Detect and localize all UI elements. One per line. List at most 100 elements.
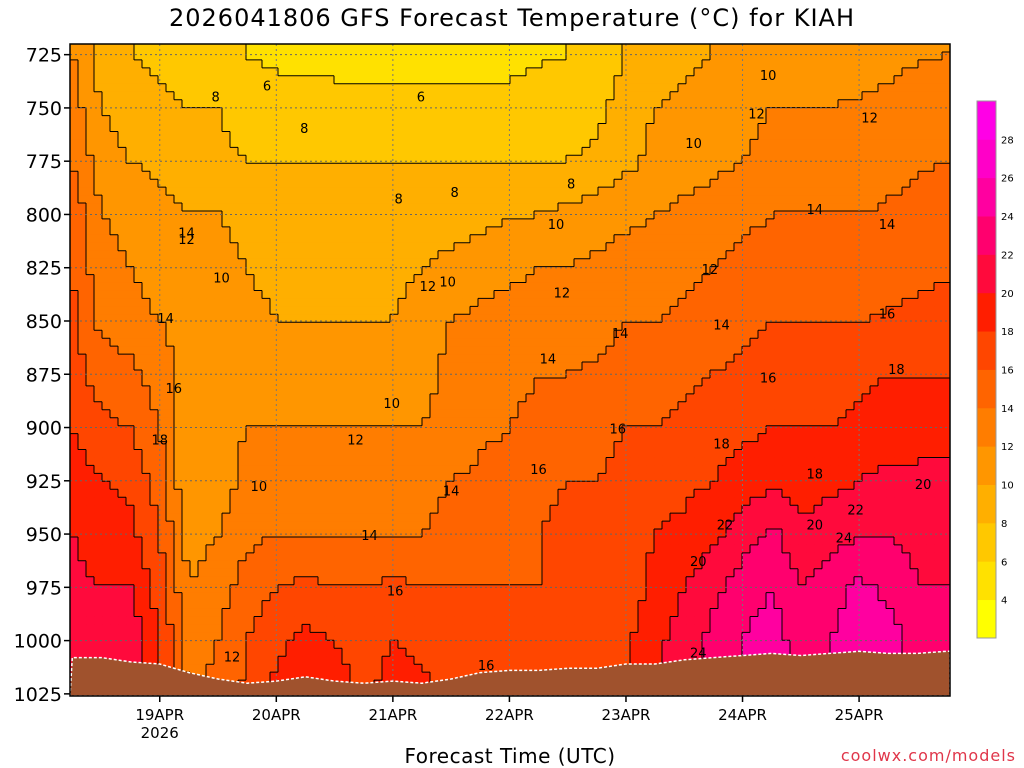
heatmap-cell	[446, 242, 455, 252]
heatmap-cell	[726, 67, 735, 77]
heatmap-cell	[326, 274, 335, 284]
heatmap-cell	[110, 155, 119, 164]
heatmap-cell	[494, 242, 503, 252]
heatmap-cell	[214, 322, 223, 331]
heatmap-cell	[582, 282, 591, 292]
heatmap-cell	[678, 282, 687, 292]
heatmap-cell	[838, 210, 847, 220]
heatmap-cell	[118, 75, 127, 85]
heatmap-cell	[406, 195, 415, 204]
heatmap-cell	[118, 123, 127, 133]
heatmap-cell	[438, 250, 447, 260]
heatmap-cell	[838, 107, 847, 117]
heatmap-cell	[206, 59, 215, 69]
heatmap-cell	[134, 179, 143, 188]
heatmap-cell	[254, 83, 263, 93]
heatmap-cell	[550, 234, 559, 244]
heatmap-cell	[342, 346, 351, 355]
heatmap-cell	[670, 234, 679, 244]
heatmap-cell	[630, 258, 639, 268]
heatmap-cell	[190, 362, 199, 371]
heatmap-cell	[446, 44, 455, 53]
heatmap-cell	[446, 187, 455, 196]
heatmap-cell	[358, 83, 367, 93]
heatmap-cell	[566, 393, 575, 403]
heatmap-cell	[230, 75, 239, 85]
heatmap-cell	[702, 44, 711, 53]
heatmap-cell	[270, 195, 279, 204]
heatmap-cell	[726, 242, 735, 252]
heatmap-cell	[878, 242, 887, 252]
heatmap-cell	[702, 147, 711, 156]
heatmap-cell	[806, 338, 815, 347]
heatmap-cell	[630, 139, 639, 148]
heatmap-cell	[782, 362, 791, 371]
heatmap-cell	[646, 250, 655, 260]
heatmap-cell	[542, 99, 551, 109]
heatmap-cell	[382, 274, 391, 284]
heatmap-cell	[262, 322, 271, 331]
heatmap-cell	[510, 195, 519, 204]
heatmap-cell	[614, 354, 623, 363]
heatmap-cell	[86, 163, 95, 172]
heatmap-cell	[374, 51, 383, 61]
heatmap-cell	[518, 282, 527, 292]
heatmap-cell	[318, 298, 327, 307]
heatmap-cell	[206, 67, 215, 77]
heatmap-cell	[310, 298, 319, 307]
heatmap-cell	[158, 203, 167, 212]
heatmap-cell	[454, 393, 463, 403]
heatmap-cell	[502, 242, 511, 252]
heatmap-cell	[342, 147, 351, 156]
heatmap-cell	[726, 266, 735, 276]
heatmap-cell	[166, 346, 175, 355]
heatmap-cell	[174, 346, 183, 355]
heatmap-cell	[678, 338, 687, 347]
heatmap-cell	[302, 139, 311, 148]
heatmap-cell	[518, 83, 527, 93]
heatmap-cell	[774, 67, 783, 77]
heatmap-cell	[182, 179, 191, 188]
heatmap-cell	[550, 274, 559, 284]
heatmap-cell	[934, 290, 943, 300]
heatmap-cell	[622, 218, 631, 228]
heatmap-cell	[590, 107, 599, 117]
heatmap-cell	[582, 171, 591, 180]
heatmap-cell	[438, 131, 447, 141]
heatmap-cell	[702, 298, 711, 307]
heatmap-cell	[382, 187, 391, 196]
heatmap-cell	[702, 282, 711, 292]
heatmap-cell	[686, 314, 695, 323]
heatmap-cell	[886, 322, 895, 331]
heatmap-cell	[398, 258, 407, 268]
heatmap-cell	[374, 393, 383, 403]
heatmap-cell	[646, 67, 655, 77]
heatmap-cell	[134, 195, 143, 204]
heatmap-cell	[678, 187, 687, 196]
heatmap-cell	[334, 155, 343, 164]
heatmap-cell	[238, 258, 247, 268]
heatmap-cell	[94, 298, 103, 307]
heatmap-cell	[822, 51, 831, 61]
heatmap-cell	[278, 385, 287, 395]
heatmap-cell	[758, 250, 767, 260]
heatmap-cell	[590, 91, 599, 101]
heatmap-cell	[702, 131, 711, 141]
heatmap-cell	[918, 187, 927, 196]
heatmap-cell	[430, 218, 439, 228]
heatmap-cell	[246, 242, 255, 252]
heatmap-cell	[350, 83, 359, 93]
heatmap-cell	[518, 250, 527, 260]
heatmap-cell	[166, 99, 175, 109]
heatmap-cell	[510, 139, 519, 148]
heatmap-cell	[782, 147, 791, 156]
heatmap-cell	[574, 115, 583, 125]
heatmap-cell	[446, 266, 455, 276]
heatmap-cell	[902, 290, 911, 300]
heatmap-cell	[822, 282, 831, 292]
heatmap-cell	[470, 226, 479, 236]
heatmap-cell	[166, 75, 175, 85]
heatmap-cell	[126, 163, 135, 172]
heatmap-cell	[766, 306, 775, 315]
heatmap-cell	[870, 362, 879, 371]
